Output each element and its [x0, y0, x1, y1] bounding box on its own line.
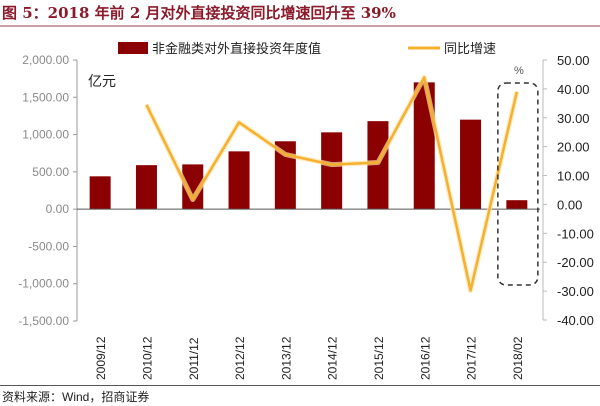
bar	[321, 132, 343, 210]
right-axis-tick-label: 0.00	[557, 197, 582, 212]
line-series	[144, 74, 520, 294]
left-axis-tick-label: -500.00	[28, 239, 69, 253]
left-axis-tick-label: 1,000.00	[22, 128, 69, 142]
right-axis-tick-label: 20.00	[557, 140, 590, 155]
bar	[228, 151, 250, 210]
x-axis-labels: 2009/12 2010/12 2011/12 2012/12 2013/12 2014/…	[94, 336, 525, 380]
x-axis-label: 2017/12	[465, 336, 479, 380]
right-axis-tick-label: -20.00	[557, 255, 594, 270]
right-axis-tick-label: 50.00	[557, 53, 590, 68]
left-axis: 2,000.00 1,500.00 1,000.00 500.00 0.00 -500.0…	[18, 53, 116, 328]
x-axis-label: 2018/02	[511, 336, 525, 380]
left-axis-tick-label: -1,500.00	[18, 314, 69, 328]
bar	[274, 141, 296, 210]
left-axis-tick-label: 500.00	[32, 165, 69, 179]
highlight-box	[497, 82, 539, 286]
bar-series	[89, 82, 528, 210]
x-axis-label: 2012/12	[233, 336, 247, 380]
highlight-box-2018-02	[497, 82, 539, 286]
left-axis-tick-label: 0.00	[46, 202, 70, 216]
bar	[182, 164, 204, 210]
bar	[506, 200, 528, 210]
left-axis-tick-label: -1,000.00	[18, 277, 69, 291]
x-axis-label: 2009/12	[94, 336, 108, 380]
bar	[413, 82, 435, 210]
x-axis-label: 2010/12	[140, 336, 154, 380]
x-axis-label: 2011/12	[187, 337, 201, 380]
right-axis-tick-label: -10.00	[557, 226, 594, 241]
x-axis-label: 2014/12	[326, 336, 340, 380]
right-axis: 50.00 40.00 30.00 20.00 10.00 0.00 -10.00 -20.0…	[514, 53, 594, 328]
footer-divider	[0, 385, 600, 386]
bar	[135, 165, 157, 210]
growth-line	[145, 76, 519, 292]
x-axis-label: 2015/12	[372, 336, 386, 380]
left-axis-tick-label: 1,500.00	[22, 90, 69, 104]
right-axis-tick-label: 30.00	[557, 111, 590, 126]
left-axis-tick-label: 2,000.00	[22, 53, 69, 67]
x-axis-label: 2016/12	[418, 336, 432, 380]
source-note: 资料来源：Wind，招商证券	[2, 390, 150, 404]
left-axis-unit: 亿元	[88, 73, 116, 89]
right-axis-unit: %	[514, 65, 524, 77]
right-axis-tick-label: 10.00	[557, 169, 590, 184]
legend: 非金融类对外直接投资年度值 同比增速	[118, 41, 496, 56]
chart: 非金融类对外直接投资年度值 同比增速 2,000.00 1,500.00 1,000.…	[18, 41, 594, 380]
legend-bar-label: 非金融类对外直接投资年度值	[152, 41, 321, 56]
right-axis-tick-label: -30.00	[557, 284, 594, 299]
bar	[89, 176, 111, 210]
bar	[367, 121, 389, 210]
figure-title: 图 5：2018 年前 2 月对外直接投资同比增速回升至 39%	[2, 4, 396, 22]
title-divider	[0, 25, 600, 27]
x-axis-label: 2013/12	[279, 336, 293, 380]
legend-bar-swatch	[118, 42, 148, 54]
right-axis-tick-label: -40.00	[557, 313, 594, 328]
right-axis-tick-label: 40.00	[557, 82, 590, 97]
legend-line-label: 同比增速	[444, 41, 496, 56]
bar	[460, 119, 482, 210]
